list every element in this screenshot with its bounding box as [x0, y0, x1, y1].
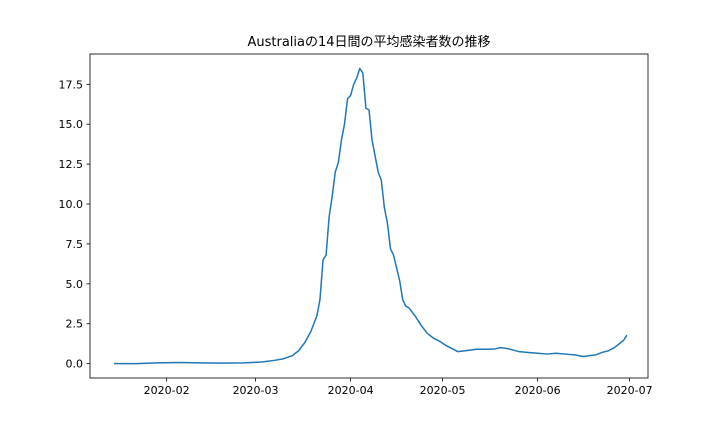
- y-tick-label: 5.0: [66, 278, 84, 291]
- plot-area: 2020-02 2020-03 2020-04 2020-05 2020-06 2020-…: [59, 53, 653, 397]
- x-tick-label: 2020-07: [607, 384, 653, 397]
- x-tick-label: 2020-02: [144, 384, 190, 397]
- axes-frame: [89, 53, 649, 379]
- series-line: [113, 67, 628, 365]
- y-tick-label: 12.5: [59, 158, 84, 171]
- x-tick-label: 2020-05: [420, 384, 466, 397]
- y-tick-label: 7.5: [66, 238, 84, 251]
- x-tick-label: 2020-03: [233, 384, 279, 397]
- chart-title: Australiaの14日間の平均感染者数の推移: [247, 34, 490, 50]
- x-tick-label: 2020-06: [515, 384, 561, 397]
- y-tick-label: 17.5: [59, 78, 84, 91]
- y-tick-label: 10.0: [59, 198, 84, 211]
- y-tick-label: 2.5: [66, 318, 84, 331]
- x-tick-label: 2020-04: [328, 384, 374, 397]
- y-tick-label: 15.0: [59, 118, 84, 131]
- y-tick-label: 0.0: [66, 358, 84, 371]
